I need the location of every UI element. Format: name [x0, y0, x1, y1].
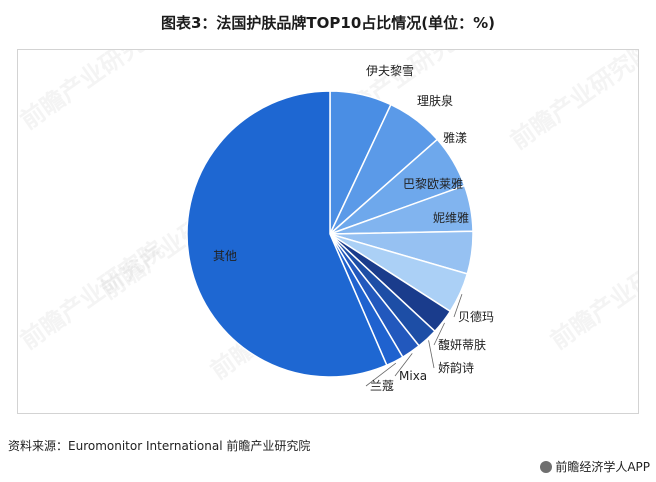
slice-label-7: 馥妍蒂肤	[438, 337, 486, 352]
slice-label-8: 娇韵诗	[438, 360, 474, 375]
chart-frame: 前瞻产业研究院 前瞻产业研究院 前瞻产业研究院 前瞻产业研究院 前瞻产业研究院 前瞻产业研…	[17, 49, 639, 414]
slice-label-2: 理肤泉	[417, 93, 453, 108]
app-credit-text: 前瞻经济学人APP	[555, 460, 650, 474]
slice-label-5: 妮维雅	[433, 210, 469, 225]
watermark-5: 前瞻产业研究院	[545, 236, 638, 355]
slice-label-3: 雅漾	[443, 130, 467, 145]
logo-icon	[540, 460, 553, 473]
leader-line-7	[433, 322, 445, 346]
watermark-1: 前瞻产业研究院	[18, 50, 169, 135]
pie-slice-11	[186, 90, 388, 378]
app-credit: 前瞻经济学人APP	[540, 458, 650, 475]
leader-line-9	[394, 353, 413, 377]
slice-label-10: 兰蔻	[370, 379, 394, 393]
slice-label-1: 伊夫黎雪	[366, 64, 414, 78]
slice-label-11: 其他	[213, 249, 237, 263]
slice-label-4: 巴黎欧莱雅	[403, 176, 463, 191]
leader-line-10	[365, 362, 397, 387]
leader-line-6	[453, 293, 463, 318]
watermark-7: 前瞻产业研究院	[18, 236, 169, 355]
leader-line-8	[428, 340, 435, 369]
slice-label-6: 贝德玛	[458, 309, 494, 324]
chart-title: 图表3：法国护肤品牌TOP10占比情况(单位：%)	[160, 14, 496, 32]
watermark-4: 前瞻产业研究院	[505, 50, 638, 155]
slice-label-9: Mixa	[399, 369, 427, 383]
source-note: 资料来源：Euromonitor International 前瞻产业研究院	[8, 439, 311, 453]
